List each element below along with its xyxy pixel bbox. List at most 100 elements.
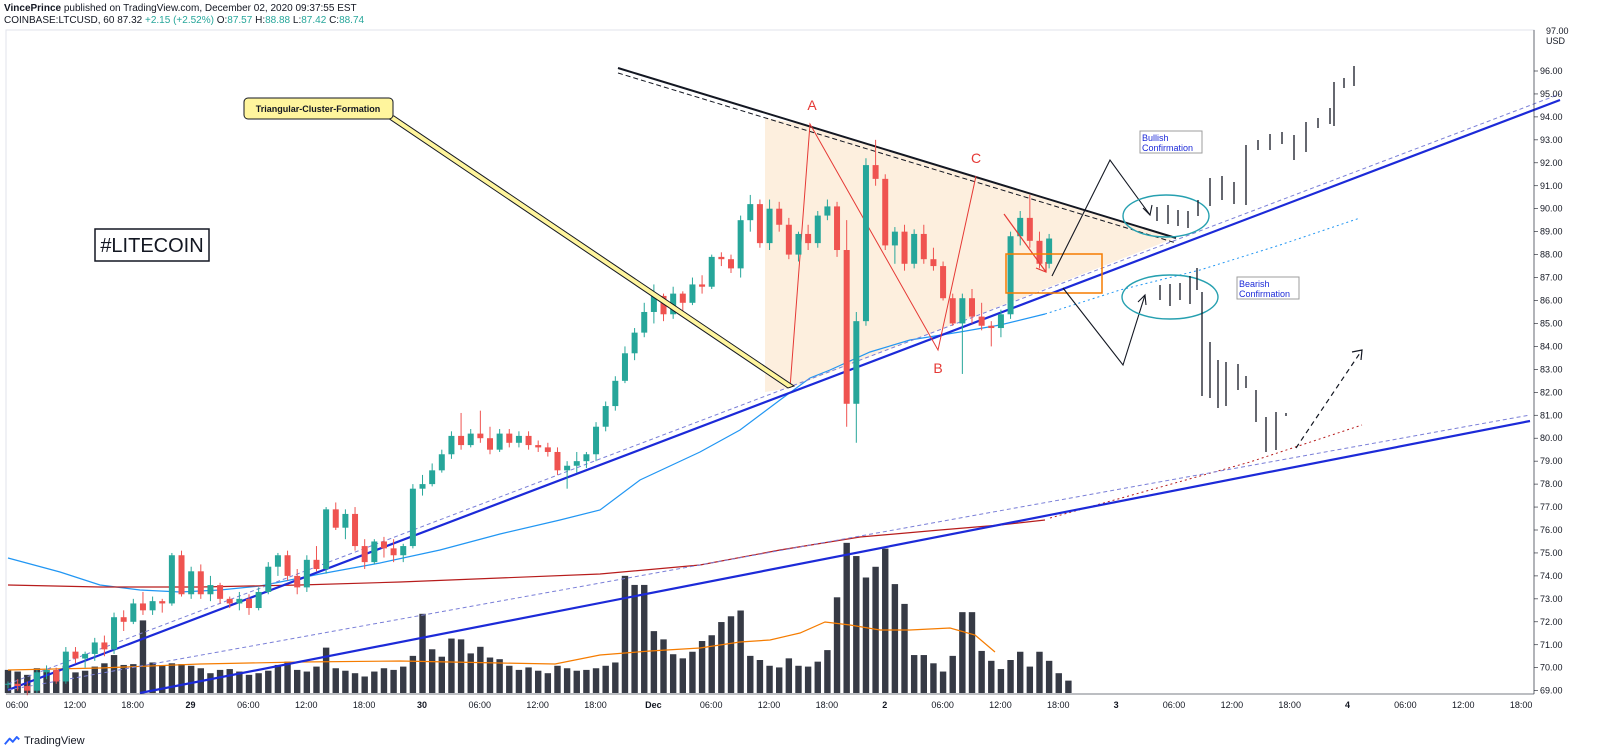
time-tick: 18:00 bbox=[1510, 700, 1533, 710]
candle-body bbox=[101, 642, 108, 650]
time-tick: 12:00 bbox=[295, 700, 318, 710]
candle-body bbox=[62, 651, 69, 682]
candle-body bbox=[458, 435, 465, 446]
lower-trendline bbox=[139, 419, 1531, 695]
volume-bar bbox=[477, 646, 484, 693]
time-tick: 18:00 bbox=[1278, 700, 1301, 710]
time-tick: 18:00 bbox=[353, 700, 376, 710]
volume-bar bbox=[766, 665, 773, 693]
volume-bar bbox=[535, 670, 542, 693]
bearish-arrow-head bbox=[1137, 293, 1147, 306]
author-name[interactable]: VincePrince bbox=[4, 3, 62, 14]
candle-body bbox=[525, 435, 532, 446]
callout-label: Triangular-Cluster-Formation bbox=[256, 104, 381, 114]
price-tick: 75.00 bbox=[1540, 548, 1563, 558]
candle-body bbox=[207, 585, 214, 595]
volume-bar bbox=[862, 577, 870, 693]
candle-body bbox=[1017, 217, 1024, 237]
red-arrow bbox=[1003, 213, 1047, 273]
time-tick: Dec bbox=[645, 700, 662, 710]
candle-body bbox=[583, 454, 590, 462]
candle-body bbox=[1007, 236, 1014, 315]
close-value: 88.74 bbox=[339, 15, 365, 26]
price-tick: 85.00 bbox=[1540, 318, 1563, 328]
candle-body bbox=[766, 208, 773, 244]
time-tick: 12:00 bbox=[64, 700, 87, 710]
volume-bar bbox=[698, 641, 706, 693]
candle-body bbox=[834, 206, 841, 251]
candle-body bbox=[217, 585, 224, 599]
price-axis-unit: USD bbox=[1546, 36, 1566, 46]
volume-bar bbox=[882, 548, 889, 693]
volume-bar bbox=[506, 665, 513, 693]
moving-average-orange bbox=[7, 621, 996, 671]
volume-bar bbox=[515, 669, 523, 693]
candle-body bbox=[737, 220, 744, 269]
candle-body bbox=[82, 653, 89, 659]
candle-body bbox=[361, 546, 368, 563]
candle-body bbox=[814, 215, 821, 244]
price-tick: 86.00 bbox=[1540, 296, 1563, 306]
volume-bar bbox=[101, 663, 108, 693]
abc-wave bbox=[789, 122, 977, 389]
candle-body bbox=[332, 509, 339, 528]
wave-point-c: C bbox=[971, 150, 981, 166]
price-tick: 92.00 bbox=[1540, 158, 1563, 168]
time-tick: 06:00 bbox=[700, 700, 723, 710]
candle-body bbox=[197, 571, 204, 595]
volume-bar bbox=[853, 556, 860, 693]
candle-body bbox=[429, 470, 436, 485]
candle-body bbox=[120, 617, 127, 622]
price-tick: 81.00 bbox=[1540, 410, 1563, 420]
candle-body bbox=[265, 566, 272, 592]
volume-bar bbox=[419, 613, 426, 693]
price-tick: 74.00 bbox=[1540, 571, 1563, 581]
footer: TradingView bbox=[4, 735, 85, 747]
candle-body bbox=[969, 298, 975, 317]
volume-bar bbox=[43, 669, 50, 693]
candle-body bbox=[255, 591, 262, 609]
candle-body bbox=[43, 669, 50, 673]
volume-bar bbox=[795, 665, 802, 693]
lower-trendline-dashed bbox=[7, 414, 1531, 691]
volume-bar bbox=[342, 670, 349, 693]
candle-body bbox=[785, 224, 792, 255]
candle-body bbox=[660, 295, 667, 315]
volume-bar bbox=[583, 669, 590, 693]
candle-body bbox=[284, 555, 291, 576]
volume-bar bbox=[563, 668, 571, 693]
volume-bar bbox=[159, 665, 166, 693]
candle-body bbox=[323, 509, 330, 570]
candle-body bbox=[294, 575, 301, 588]
candle-body bbox=[708, 256, 715, 287]
moving-average-blue-projection bbox=[1044, 217, 1361, 315]
candle-body bbox=[631, 332, 638, 354]
candle-body bbox=[14, 683, 21, 687]
volume-bar bbox=[669, 654, 677, 693]
volume-bar bbox=[978, 650, 985, 693]
candle-body bbox=[949, 298, 956, 324]
candle-body bbox=[862, 165, 869, 322]
volume-bar bbox=[409, 655, 417, 693]
candle-body bbox=[246, 598, 252, 609]
volume-bar bbox=[72, 672, 79, 693]
candles bbox=[5, 139, 1053, 696]
volume-bar bbox=[756, 660, 764, 693]
time-tick: 18:00 bbox=[121, 700, 144, 710]
volume-bar bbox=[265, 670, 272, 693]
volume-bar bbox=[573, 670, 580, 693]
bullish-path bbox=[1051, 158, 1151, 277]
volume-bar bbox=[284, 661, 291, 693]
volume-bar bbox=[110, 655, 118, 693]
volume-bar bbox=[920, 655, 927, 693]
candle-body bbox=[911, 233, 918, 264]
bearish-label-box bbox=[1236, 276, 1300, 300]
candle-body bbox=[930, 259, 937, 267]
candle-body bbox=[274, 555, 281, 567]
candle-body bbox=[342, 513, 349, 528]
candle-body bbox=[593, 426, 600, 455]
candle-body bbox=[756, 204, 763, 244]
time-axis: 06:00 12:00 18:00 29 06:00 12:00 18:00 30 06:00 1… bbox=[6, 693, 1534, 710]
candle-body bbox=[997, 314, 1004, 329]
